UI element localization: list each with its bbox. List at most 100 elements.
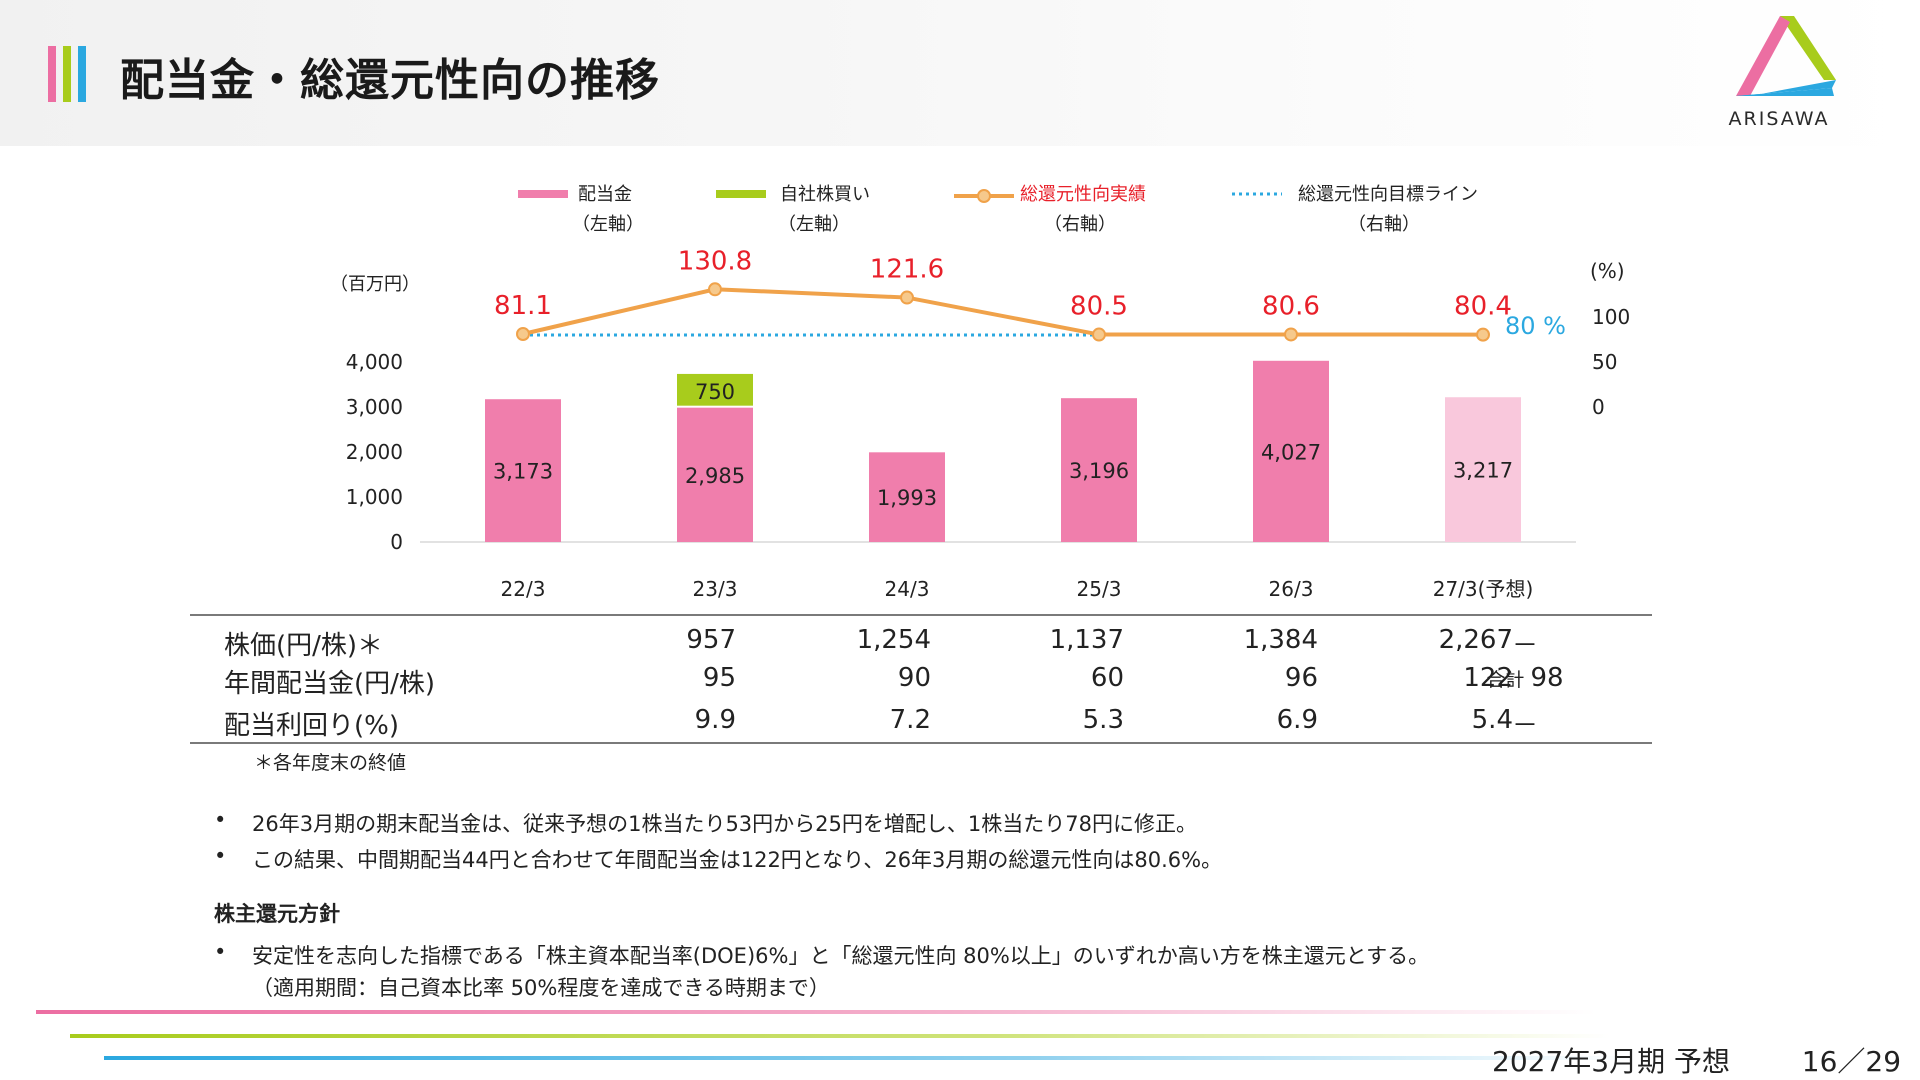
legend-buyback-swatch: [716, 190, 766, 198]
payout-label: 80.5: [1070, 292, 1128, 322]
payout-label: 80.6: [1262, 291, 1320, 321]
table-cell: 122: [1463, 663, 1513, 693]
bar-buyback: [677, 373, 753, 406]
header-band: [0, 0, 1920, 146]
policy-heading: 株主還元方針: [214, 902, 340, 926]
payout-point: [900, 290, 914, 305]
table-cell: －: [1511, 631, 1538, 661]
page-title: 配当金・総還元性向の推移: [120, 55, 660, 106]
target-line-label: 80 %: [1505, 312, 1566, 340]
payout-point: [1092, 327, 1106, 342]
bar-dividend-label: 3,217: [1453, 459, 1513, 483]
payout-label: 121.6: [870, 255, 944, 285]
bar-dividend-label: 1,993: [877, 486, 937, 510]
x-axis-tick: 22/3: [501, 577, 546, 601]
legend-dividend-label: 配当金: [578, 184, 632, 205]
table-bottom-rule: [190, 742, 1652, 744]
legend-dividend-sub: （左軸）: [572, 214, 644, 235]
table-cell: 5.4: [1471, 705, 1513, 735]
table-cell-value: 98: [1530, 663, 1564, 693]
left-axis-tick: 3,000: [346, 395, 403, 419]
deco-line-green: [70, 1034, 1610, 1038]
table-cell: 957: [686, 625, 736, 655]
legend-item-payout: 総還元性向実績 （右軸）: [954, 180, 1174, 240]
page-number: 16／29: [1801, 1045, 1902, 1078]
table-cell: 95: [702, 663, 736, 693]
footer: 2027年3月期 予想 16／29: [1492, 1040, 1901, 1080]
policy-bullet-line2: （適用期間：自己資本比率 50%程度を達成できる時期まで）: [252, 976, 830, 1000]
table-top-rule: [190, 614, 1652, 616]
payout-point: [1284, 327, 1298, 342]
footer-period: 2027年3月期 予想: [1492, 1045, 1730, 1078]
table-row-label: 年間配当金(円/株): [224, 669, 436, 699]
table-cell: 7.2: [889, 705, 931, 735]
bar-dividend: [1445, 397, 1521, 542]
payout-label: 130.8: [678, 246, 752, 276]
table-cell: 60: [1090, 663, 1124, 693]
bar-dividend: [677, 407, 753, 542]
table-cell: 6.9: [1276, 705, 1318, 735]
payout-line: [522, 287, 1484, 337]
right-axis-unit: (%): [1590, 259, 1625, 283]
legend-dividend-swatch: [518, 190, 568, 198]
x-axis-tick: 24/3: [885, 577, 930, 601]
table-row: 株価(円/株)＊ 957 1,254 1,137 1,384 2,267 －: [190, 625, 1652, 663]
left-axis-tick: 4,000: [346, 350, 403, 374]
bar-buyback-label: 750: [695, 380, 735, 404]
legend-item-buyback: 自社株買い （左軸）: [716, 180, 896, 240]
left-axis-tick: 1,000: [346, 485, 403, 509]
bullet-text: 26年3月期の期末配当金は、従来予想の1株当たり53円から25円を増配し、1株当…: [252, 812, 1197, 836]
payout-point: [516, 327, 530, 342]
legend-target-swatch: [1232, 192, 1282, 196]
left-axis-unit: （百万円）: [330, 274, 420, 295]
table-cell: 9.9: [694, 705, 736, 735]
x-axis-tick: 23/3: [693, 577, 738, 601]
table-cell: 合計 98: [1445, 663, 1605, 693]
logo-text: ARISAWA: [1728, 108, 1830, 130]
legend-target-sub: （右軸）: [1348, 214, 1420, 235]
legend-target-label: 総還元性向目標ライン: [1298, 184, 1478, 205]
table-row-label: 株価(円/株)＊: [224, 631, 384, 661]
table-cell: 96: [1284, 663, 1318, 693]
arisawa-logo-icon: [1736, 16, 1836, 96]
legend-payout-swatch: [954, 189, 1014, 203]
left-axis-tick: 0: [390, 530, 403, 554]
bar-dividend-label: 2,985: [685, 464, 745, 488]
x-axis-tick: 26/3: [1269, 577, 1314, 601]
bar-dividend-label: 3,196: [1069, 459, 1129, 483]
x-axis-tick: 27/3(予想): [1433, 577, 1534, 601]
table-cell: 1,137: [1049, 625, 1124, 655]
bar-dividend-label: 4,027: [1261, 440, 1321, 464]
bar-dividend: [869, 452, 945, 542]
table-cell-prefix: 合計: [1486, 669, 1531, 691]
table-cell: 2,267: [1438, 625, 1513, 655]
deco-line-pink: [36, 1010, 1596, 1014]
legend-payout-sub: （右軸）: [1044, 214, 1116, 235]
title-accent-bars: [48, 46, 92, 102]
table-cell: 1,384: [1243, 625, 1318, 655]
bar-dividend: [1253, 360, 1329, 542]
policy-bullet-text: 安定性を志向した指標である「株主資本配当率(DOE)6%」と「総還元性向 80%…: [252, 944, 1430, 968]
payout-label: 81.1: [494, 291, 552, 321]
right-axis-tick: 100: [1592, 305, 1630, 329]
table-cell: 5.3: [1082, 705, 1124, 735]
x-axis-tick: 25/3: [1077, 577, 1122, 601]
right-axis-tick: 0: [1592, 395, 1605, 419]
table-cell: －: [1511, 711, 1538, 741]
left-axis-tick: 2,000: [346, 440, 403, 464]
legend-item-dividend: 配当金 （左軸）: [518, 180, 678, 240]
bullet-text: この結果、中間期配当44円と合わせて年間配当金は122円となり、26年3月期の総…: [252, 848, 1223, 872]
table-cell: 90: [897, 663, 931, 693]
table-footnote: ＊各年度末の終値: [254, 752, 407, 774]
table-cell: 1,254: [856, 625, 931, 655]
table-row: 年間配当金(円/株) 95 90 60 96 122 合計 98: [190, 663, 1652, 701]
deco-line-blue: [104, 1056, 1634, 1060]
legend-buyback-label: 自社株買い: [780, 184, 870, 205]
bar-dividend: [485, 399, 561, 542]
right-axis-tick: 50: [1592, 350, 1617, 374]
legend-item-target: 総還元性向目標ライン （右軸）: [1232, 180, 1512, 240]
table-row-label: 配当利回り(%): [224, 711, 399, 741]
bar-dividend-label: 3,173: [493, 460, 553, 484]
table-row: 配当利回り(%) 9.9 7.2 5.3 6.9 5.4 －: [190, 705, 1652, 743]
